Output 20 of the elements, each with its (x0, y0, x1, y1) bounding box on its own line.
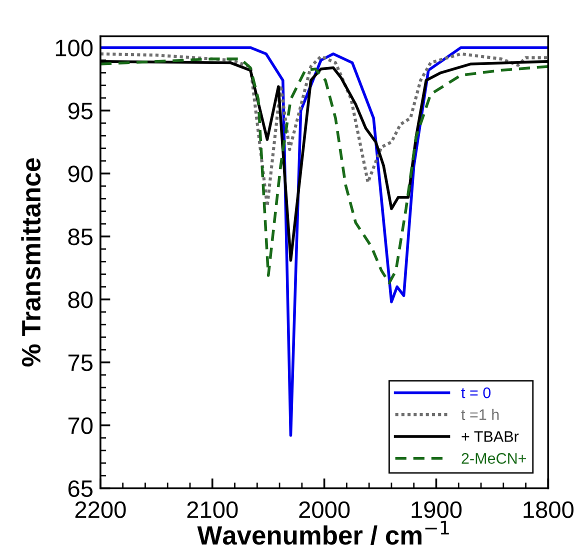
y-tick-label: 70 (68, 417, 93, 434)
legend-label: 2-MeCN+ (462, 453, 526, 464)
x-tick-label: 1900 (412, 501, 462, 518)
legend-label: + TBABr (462, 431, 519, 442)
y-tick-label: 100 (56, 40, 93, 56)
y-tick-label: 75 (68, 354, 93, 372)
y-tick-label: 90 (68, 166, 93, 182)
y-axis-title: % Transmittance (21, 158, 41, 366)
legend-label: t = 0 (461, 387, 491, 398)
y-tick-label: 65 (68, 480, 93, 498)
x-tick-label: 2200 (75, 501, 126, 518)
x-axis-title: Wavenumber / cm$^{−1}$ (197, 520, 449, 546)
x-tick-label: 1800 (524, 501, 574, 518)
y-tick-label: 85 (68, 228, 93, 246)
y-tick-label: 80 (68, 291, 93, 308)
line-series (100, 52, 548, 208)
x-tick-label: 2100 (187, 501, 238, 518)
legend-label: t =1 h (461, 408, 499, 420)
x-tick-label: 2000 (299, 501, 350, 518)
y-tick-label: 95 (68, 102, 93, 120)
